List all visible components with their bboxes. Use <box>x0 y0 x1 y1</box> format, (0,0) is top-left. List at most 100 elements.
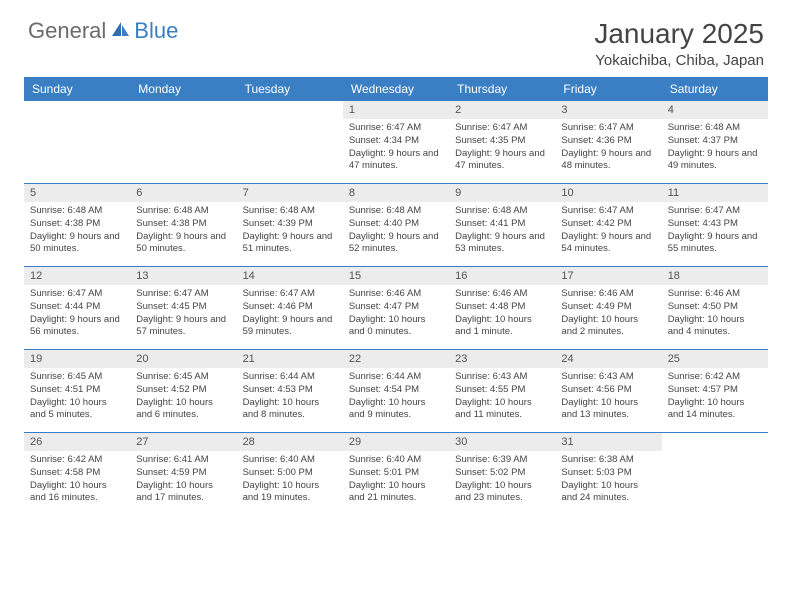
day-number <box>662 433 768 439</box>
daylight-text: Daylight: 9 hours and 56 minutes. <box>30 314 124 340</box>
day-details: Sunrise: 6:46 AMSunset: 4:48 PMDaylight:… <box>449 285 555 344</box>
day-cell: 21Sunrise: 6:44 AMSunset: 4:53 PMDayligh… <box>237 350 343 432</box>
week-row: 1Sunrise: 6:47 AMSunset: 4:34 PMDaylight… <box>24 101 768 183</box>
sunrise-text: Sunrise: 6:47 AM <box>455 122 549 135</box>
daylight-text: Daylight: 9 hours and 50 minutes. <box>136 231 230 257</box>
daylight-text: Daylight: 9 hours and 52 minutes. <box>349 231 443 257</box>
day-details: Sunrise: 6:43 AMSunset: 4:55 PMDaylight:… <box>449 368 555 427</box>
day-details: Sunrise: 6:47 AMSunset: 4:43 PMDaylight:… <box>662 202 768 261</box>
day-number: 17 <box>555 267 661 285</box>
sunset-text: Sunset: 4:38 PM <box>30 218 124 231</box>
day-details: Sunrise: 6:48 AMSunset: 4:38 PMDaylight:… <box>24 202 130 261</box>
sunset-text: Sunset: 4:55 PM <box>455 384 549 397</box>
daylight-text: Daylight: 10 hours and 1 minute. <box>455 314 549 340</box>
day-number: 29 <box>343 433 449 451</box>
sunrise-text: Sunrise: 6:47 AM <box>30 288 124 301</box>
week-row: 19Sunrise: 6:45 AMSunset: 4:51 PMDayligh… <box>24 349 768 432</box>
sunset-text: Sunset: 4:42 PM <box>561 218 655 231</box>
day-number: 3 <box>555 101 661 119</box>
daylight-text: Daylight: 10 hours and 11 minutes. <box>455 397 549 423</box>
sunset-text: Sunset: 4:45 PM <box>136 301 230 314</box>
logo-text-gray: General <box>28 18 106 44</box>
daylight-text: Daylight: 10 hours and 9 minutes. <box>349 397 443 423</box>
day-details: Sunrise: 6:48 AMSunset: 4:38 PMDaylight:… <box>130 202 236 261</box>
day-number: 12 <box>24 267 130 285</box>
day-details: Sunrise: 6:43 AMSunset: 4:56 PMDaylight:… <box>555 368 661 427</box>
day-details: Sunrise: 6:40 AMSunset: 5:01 PMDaylight:… <box>343 451 449 510</box>
day-number: 18 <box>662 267 768 285</box>
sunrise-text: Sunrise: 6:46 AM <box>561 288 655 301</box>
sunset-text: Sunset: 4:53 PM <box>243 384 337 397</box>
sunrise-text: Sunrise: 6:47 AM <box>136 288 230 301</box>
daylight-text: Daylight: 9 hours and 59 minutes. <box>243 314 337 340</box>
sunset-text: Sunset: 4:38 PM <box>136 218 230 231</box>
sunset-text: Sunset: 4:57 PM <box>668 384 762 397</box>
day-details: Sunrise: 6:46 AMSunset: 4:47 PMDaylight:… <box>343 285 449 344</box>
daylight-text: Daylight: 10 hours and 16 minutes. <box>30 480 124 506</box>
day-cell: 30Sunrise: 6:39 AMSunset: 5:02 PMDayligh… <box>449 433 555 515</box>
weekday-header: Monday <box>130 77 236 101</box>
day-cell: 16Sunrise: 6:46 AMSunset: 4:48 PMDayligh… <box>449 267 555 349</box>
day-details: Sunrise: 6:47 AMSunset: 4:44 PMDaylight:… <box>24 285 130 344</box>
sunset-text: Sunset: 4:48 PM <box>455 301 549 314</box>
sunrise-text: Sunrise: 6:43 AM <box>455 371 549 384</box>
day-cell: 8Sunrise: 6:48 AMSunset: 4:40 PMDaylight… <box>343 184 449 266</box>
daylight-text: Daylight: 10 hours and 5 minutes. <box>30 397 124 423</box>
sunset-text: Sunset: 4:36 PM <box>561 135 655 148</box>
sunset-text: Sunset: 4:41 PM <box>455 218 549 231</box>
day-details: Sunrise: 6:46 AMSunset: 4:50 PMDaylight:… <box>662 285 768 344</box>
sunrise-text: Sunrise: 6:45 AM <box>30 371 124 384</box>
day-number: 7 <box>237 184 343 202</box>
day-number: 11 <box>662 184 768 202</box>
daylight-text: Daylight: 10 hours and 2 minutes. <box>561 314 655 340</box>
sunrise-text: Sunrise: 6:48 AM <box>668 122 762 135</box>
week-row: 5Sunrise: 6:48 AMSunset: 4:38 PMDaylight… <box>24 183 768 266</box>
day-number: 10 <box>555 184 661 202</box>
daylight-text: Daylight: 9 hours and 55 minutes. <box>668 231 762 257</box>
logo: General Blue <box>28 18 178 44</box>
sunset-text: Sunset: 5:02 PM <box>455 467 549 480</box>
day-details: Sunrise: 6:44 AMSunset: 4:54 PMDaylight:… <box>343 368 449 427</box>
day-details: Sunrise: 6:47 AMSunset: 4:42 PMDaylight:… <box>555 202 661 261</box>
day-number <box>130 101 236 107</box>
title-block: January 2025 Yokaichiba, Chiba, Japan <box>594 18 764 69</box>
sunrise-text: Sunrise: 6:48 AM <box>455 205 549 218</box>
day-cell: 22Sunrise: 6:44 AMSunset: 4:54 PMDayligh… <box>343 350 449 432</box>
day-details: Sunrise: 6:44 AMSunset: 4:53 PMDaylight:… <box>237 368 343 427</box>
day-cell <box>662 433 768 515</box>
day-details: Sunrise: 6:38 AMSunset: 5:03 PMDaylight:… <box>555 451 661 510</box>
day-cell: 4Sunrise: 6:48 AMSunset: 4:37 PMDaylight… <box>662 101 768 183</box>
sunrise-text: Sunrise: 6:48 AM <box>349 205 443 218</box>
day-details: Sunrise: 6:47 AMSunset: 4:46 PMDaylight:… <box>237 285 343 344</box>
day-cell <box>24 101 130 183</box>
day-details: Sunrise: 6:48 AMSunset: 4:37 PMDaylight:… <box>662 119 768 178</box>
sunrise-text: Sunrise: 6:48 AM <box>30 205 124 218</box>
day-number <box>237 101 343 107</box>
day-details: Sunrise: 6:47 AMSunset: 4:34 PMDaylight:… <box>343 119 449 178</box>
sunrise-text: Sunrise: 6:47 AM <box>561 122 655 135</box>
day-cell: 27Sunrise: 6:41 AMSunset: 4:59 PMDayligh… <box>130 433 236 515</box>
day-number: 13 <box>130 267 236 285</box>
day-cell: 17Sunrise: 6:46 AMSunset: 4:49 PMDayligh… <box>555 267 661 349</box>
day-cell: 14Sunrise: 6:47 AMSunset: 4:46 PMDayligh… <box>237 267 343 349</box>
sunset-text: Sunset: 4:40 PM <box>349 218 443 231</box>
daylight-text: Daylight: 10 hours and 8 minutes. <box>243 397 337 423</box>
weekday-header: Saturday <box>662 77 768 101</box>
sunrise-text: Sunrise: 6:44 AM <box>349 371 443 384</box>
weekday-header: Tuesday <box>237 77 343 101</box>
day-number: 31 <box>555 433 661 451</box>
daylight-text: Daylight: 10 hours and 14 minutes. <box>668 397 762 423</box>
sunset-text: Sunset: 4:59 PM <box>136 467 230 480</box>
sunrise-text: Sunrise: 6:47 AM <box>561 205 655 218</box>
sunset-text: Sunset: 5:03 PM <box>561 467 655 480</box>
sunrise-text: Sunrise: 6:48 AM <box>243 205 337 218</box>
day-cell: 23Sunrise: 6:43 AMSunset: 4:55 PMDayligh… <box>449 350 555 432</box>
weekday-header: Wednesday <box>343 77 449 101</box>
sunset-text: Sunset: 4:39 PM <box>243 218 337 231</box>
sunset-text: Sunset: 4:35 PM <box>455 135 549 148</box>
weekday-header: Sunday <box>24 77 130 101</box>
day-cell: 24Sunrise: 6:43 AMSunset: 4:56 PMDayligh… <box>555 350 661 432</box>
day-number: 26 <box>24 433 130 451</box>
day-cell: 2Sunrise: 6:47 AMSunset: 4:35 PMDaylight… <box>449 101 555 183</box>
day-number: 4 <box>662 101 768 119</box>
